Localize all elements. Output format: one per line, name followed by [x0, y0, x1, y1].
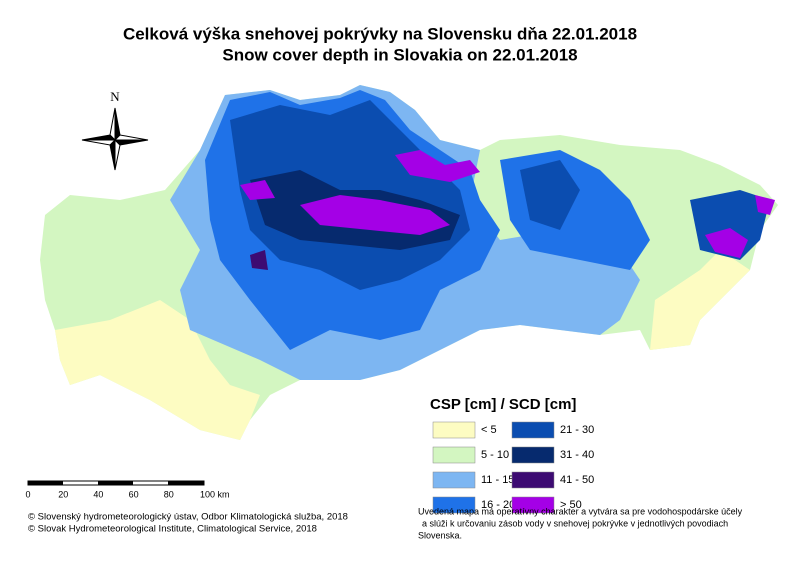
- legend-label: < 5: [481, 424, 497, 436]
- legend-swatch: [511, 446, 555, 464]
- scale-bar: [27, 480, 205, 486]
- legend-label: 21 - 30: [560, 424, 594, 436]
- scale-label: 0: [25, 489, 30, 499]
- scale-labels: 0 20 40 60 80 100 km: [25, 489, 229, 499]
- legend-label: 5 - 10: [481, 449, 509, 461]
- region: [650, 250, 750, 350]
- region: [240, 180, 275, 200]
- legend-swatch: [432, 446, 476, 464]
- credit-line: © Slovenský hydrometeorologický ústav, O…: [28, 512, 348, 523]
- note: Uvedená mapa má operatívny charakter a v…: [418, 506, 743, 540]
- region: [520, 160, 580, 230]
- scale-label: 40: [93, 489, 103, 499]
- map: [40, 85, 778, 440]
- scale-label: 100 km: [200, 489, 230, 499]
- region: [755, 195, 775, 215]
- region: [395, 150, 480, 182]
- region: [250, 250, 268, 270]
- credits: © Slovenský hydrometeorologický ústav, O…: [28, 512, 348, 535]
- legend-label: 41 - 50: [560, 474, 594, 486]
- note-line: Uvedená mapa má operatívny charakter a v…: [418, 506, 743, 516]
- region: [300, 195, 450, 235]
- legend-title: CSP [cm] / SCD [cm]: [430, 396, 576, 413]
- scale-label: 80: [164, 489, 174, 499]
- legend: < 5 5 - 10 11 - 15 16 - 20 21 - 30 31 - 40 41 …: [432, 421, 594, 514]
- legend-label: 11 - 15: [481, 474, 514, 486]
- north-label: N: [110, 89, 120, 104]
- note-line: a slúži k určovaniu zásob vody v snehove…: [422, 518, 728, 528]
- credit-line: © Slovak Hydrometeorological Institute, …: [28, 524, 317, 535]
- compass: [81, 107, 149, 171]
- region: [55, 300, 260, 440]
- scale-label: 60: [129, 489, 139, 499]
- legend-label: 31 - 40: [560, 449, 594, 461]
- legend-swatch: [511, 471, 555, 489]
- title-sk: Celková výška snehovej pokrývky na Slove…: [123, 24, 637, 43]
- title-en: Snow cover depth in Slovakia on 22.01.20…: [222, 45, 577, 64]
- region: [705, 228, 748, 258]
- legend-swatch: [432, 471, 476, 489]
- legend-swatch: [511, 496, 555, 514]
- note-line: Slovenska.: [418, 530, 462, 540]
- legend-label: > 50: [560, 499, 582, 511]
- scale-label: 20: [58, 489, 68, 499]
- legend-swatch: [511, 421, 555, 439]
- legend-swatch: [432, 496, 476, 514]
- legend-label: 16 - 20: [481, 499, 515, 511]
- legend-swatch: [432, 421, 476, 439]
